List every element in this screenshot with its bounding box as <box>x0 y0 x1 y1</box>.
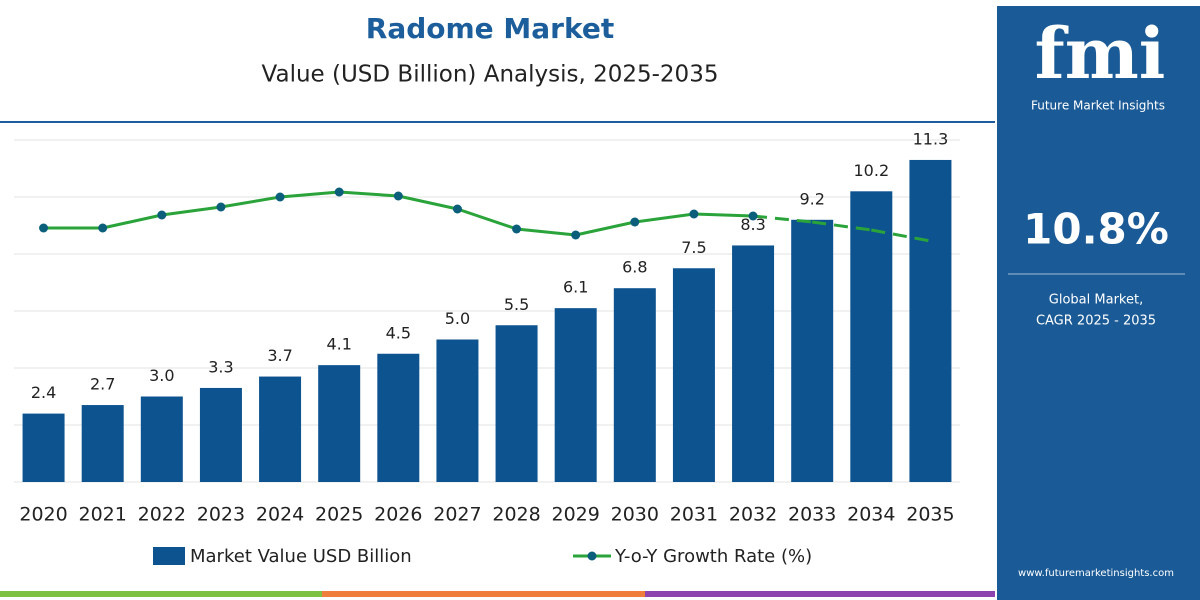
x-tick-label: 2020 <box>19 504 67 526</box>
legend-swatch <box>153 547 185 565</box>
trend-point <box>39 223 49 233</box>
bar <box>672 268 715 482</box>
footer-strip <box>322 591 645 597</box>
x-tick-label: 2025 <box>315 504 363 526</box>
brand: Future Market Insights <box>1031 99 1165 113</box>
trend-point <box>689 209 699 219</box>
trend-segment <box>516 227 576 237</box>
bar <box>791 219 834 483</box>
legend-swatch <box>587 551 597 561</box>
trend-segment <box>397 194 458 211</box>
x-tick-label: 2030 <box>611 504 659 526</box>
trend-segment <box>575 220 636 237</box>
trend-point <box>334 187 344 197</box>
x-tick-label: 2032 <box>729 504 777 526</box>
bar <box>909 159 952 482</box>
x-tick-label: 2031 <box>670 504 718 526</box>
bar <box>850 191 893 483</box>
bar <box>613 288 656 482</box>
value-label: 5.5 <box>504 295 529 314</box>
trend-segment <box>161 205 222 217</box>
footer-strip <box>645 591 995 597</box>
logo: fmi <box>1035 12 1166 95</box>
value-label: 7.5 <box>681 238 706 257</box>
trend-segment <box>752 214 813 224</box>
trend-point <box>571 230 581 240</box>
bar <box>259 376 302 482</box>
trend-point <box>275 192 285 202</box>
bar <box>554 308 597 482</box>
value-label: 8.3 <box>740 215 765 234</box>
x-tick-label: 2022 <box>138 504 186 526</box>
trend-segment <box>279 190 340 199</box>
trend-segment <box>634 212 695 224</box>
value-label: 4.1 <box>326 335 351 354</box>
trend-segment <box>339 190 399 198</box>
x-tick-label: 2027 <box>433 504 481 526</box>
legend-label: Y-o-Y Growth Rate (%) <box>614 546 812 567</box>
value-label: 2.7 <box>90 375 115 394</box>
chart-subtitle: Value (USD Billion) Analysis, 2025-2035 <box>262 62 719 88</box>
value-label: 6.1 <box>563 278 588 297</box>
website: www.futuremarketinsights.com <box>1018 568 1174 579</box>
trend-point <box>630 217 640 227</box>
bar <box>81 405 124 482</box>
value-label: 9.2 <box>799 189 824 208</box>
cagr-caption: Global Market, <box>1049 293 1143 308</box>
trend-segment <box>220 195 281 209</box>
trend-segment <box>811 220 872 232</box>
trend-segment <box>693 212 754 218</box>
bar <box>377 353 420 482</box>
sidebar <box>997 6 1200 600</box>
value-label: 3.7 <box>267 346 292 365</box>
trend-point <box>216 202 226 212</box>
bar <box>732 245 775 482</box>
cagr-value: 10.8% <box>1023 205 1169 254</box>
value-label: 10.2 <box>854 161 890 180</box>
value-label: 2.4 <box>31 383 56 402</box>
value-label: 3.0 <box>149 366 174 385</box>
x-tick-label: 2028 <box>492 504 540 526</box>
trend-point <box>452 204 462 214</box>
bar <box>436 339 479 482</box>
x-tick-label: 2021 <box>79 504 127 526</box>
value-label: 6.8 <box>622 258 647 277</box>
x-tick-label: 2026 <box>374 504 422 526</box>
x-tick-label: 2023 <box>197 504 245 526</box>
bar <box>22 413 65 482</box>
value-label: 5.0 <box>445 309 470 328</box>
x-tick-label: 2033 <box>788 504 836 526</box>
trend-point <box>393 191 403 201</box>
x-tick-label: 2024 <box>256 504 304 526</box>
value-label: 11.3 <box>913 129 949 148</box>
x-tick-label: 2034 <box>847 504 895 526</box>
bar <box>199 387 242 482</box>
bar <box>140 396 183 482</box>
trend-point <box>157 210 167 220</box>
trend-point <box>512 224 522 234</box>
trend-segment <box>102 213 163 230</box>
bar <box>495 325 538 482</box>
trend-point <box>98 223 108 233</box>
trend-segment <box>456 207 518 231</box>
legend-label: Market Value USD Billion <box>190 546 412 567</box>
bar <box>318 365 361 482</box>
x-tick-label: 2035 <box>906 504 954 526</box>
x-tick-label: 2029 <box>552 504 600 526</box>
value-label: 4.5 <box>386 323 411 342</box>
trend-point <box>748 211 758 221</box>
footer-strip <box>0 591 322 597</box>
cagr-caption: CAGR 2025 - 2035 <box>1036 314 1156 329</box>
trend-segment <box>871 228 931 243</box>
chart-title: Radome Market <box>366 12 614 45</box>
value-label: 3.3 <box>208 357 233 376</box>
